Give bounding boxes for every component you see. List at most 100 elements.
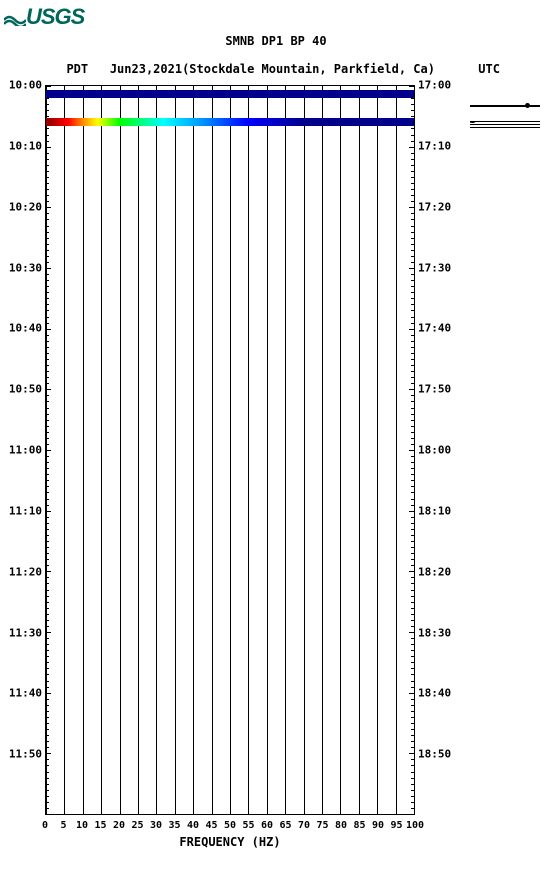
gridline-vertical — [267, 86, 268, 814]
minor-tick — [411, 141, 414, 142]
minor-tick — [46, 474, 49, 475]
gridline-vertical — [322, 86, 323, 814]
minor-tick — [411, 189, 414, 190]
minor-tick — [411, 541, 414, 542]
minor-tick — [46, 523, 49, 524]
minor-tick — [411, 335, 414, 336]
minor-tick — [411, 644, 414, 645]
minor-tick — [411, 244, 414, 245]
minor-tick — [411, 535, 414, 536]
minor-tick — [411, 577, 414, 578]
minor-tick — [46, 141, 49, 142]
minor-tick — [411, 614, 414, 615]
y-right-tick-label: 18:00 — [418, 444, 451, 457]
x-tick-label: 90 — [372, 820, 384, 831]
minor-tick — [46, 796, 49, 797]
minor-tick — [411, 177, 414, 178]
minor-tick — [411, 104, 414, 105]
x-tick-label: 55 — [242, 820, 254, 831]
minor-tick — [411, 98, 414, 99]
minor-tick — [46, 486, 49, 487]
minor-tick — [46, 656, 49, 657]
minor-tick — [46, 250, 49, 251]
plot-title: SMNB DP1 BP 40 — [0, 34, 552, 48]
x-tick-label: 20 — [113, 820, 125, 831]
minor-tick — [46, 802, 49, 803]
tick — [46, 207, 51, 208]
minor-tick — [411, 747, 414, 748]
minor-tick — [411, 705, 414, 706]
minor-tick — [46, 420, 49, 421]
minor-tick — [411, 347, 414, 348]
minor-tick — [46, 280, 49, 281]
minor-tick — [46, 583, 49, 584]
minor-tick — [411, 353, 414, 354]
minor-tick — [46, 244, 49, 245]
y-right-tick-label: 17:10 — [418, 139, 451, 152]
minor-tick — [46, 747, 49, 748]
x-tick-label: 100 — [406, 820, 424, 831]
y-left-tick-label: 10:40 — [9, 322, 42, 335]
minor-tick — [411, 262, 414, 263]
minor-tick — [46, 347, 49, 348]
minor-tick — [411, 687, 414, 688]
gridline-vertical — [212, 86, 213, 814]
minor-tick — [411, 553, 414, 554]
minor-tick — [46, 492, 49, 493]
minor-tick — [411, 596, 414, 597]
minor-tick — [46, 535, 49, 536]
minor-tick — [46, 772, 49, 773]
minor-tick — [411, 674, 414, 675]
minor-tick — [46, 310, 49, 311]
tick — [46, 571, 51, 572]
minor-tick — [411, 480, 414, 481]
tick — [409, 571, 414, 572]
minor-tick — [411, 523, 414, 524]
x-tick-label: 70 — [298, 820, 310, 831]
minor-tick — [411, 620, 414, 621]
y-right-tick-label: 17:30 — [418, 261, 451, 274]
y-right-tick-label: 18:50 — [418, 748, 451, 761]
minor-tick — [46, 292, 49, 293]
minor-tick — [411, 365, 414, 366]
minor-tick — [411, 802, 414, 803]
minor-tick — [46, 201, 49, 202]
tick — [46, 753, 51, 754]
tick — [409, 450, 414, 451]
y-right-tick-label: 17:40 — [418, 322, 451, 335]
minor-tick — [46, 153, 49, 154]
minor-tick — [46, 553, 49, 554]
y-right-tick-label: 18:20 — [418, 565, 451, 578]
tick — [46, 86, 51, 87]
minor-tick — [411, 304, 414, 305]
minor-tick — [411, 232, 414, 233]
legend-line-1 — [470, 105, 540, 107]
minor-tick — [46, 602, 49, 603]
minor-tick — [411, 492, 414, 493]
minor-tick — [46, 317, 49, 318]
y-left-tick-label: 10:50 — [9, 383, 42, 396]
minor-tick — [411, 668, 414, 669]
logo-text: USGS — [26, 4, 84, 29]
minor-tick — [411, 741, 414, 742]
minor-tick — [46, 274, 49, 275]
minor-tick — [411, 110, 414, 111]
x-tick-label: 10 — [76, 820, 88, 831]
minor-tick — [411, 444, 414, 445]
y-left-tick-label: 11:10 — [9, 504, 42, 517]
minor-tick — [46, 432, 49, 433]
minor-tick — [411, 662, 414, 663]
minor-tick — [411, 723, 414, 724]
minor-tick — [46, 638, 49, 639]
minor-tick — [46, 729, 49, 730]
minor-tick — [411, 681, 414, 682]
gridline-vertical — [138, 86, 139, 814]
minor-tick — [46, 808, 49, 809]
minor-tick — [411, 772, 414, 773]
minor-tick — [411, 711, 414, 712]
minor-tick — [46, 159, 49, 160]
minor-tick — [46, 365, 49, 366]
tick — [409, 329, 414, 330]
tick — [46, 329, 51, 330]
minor-tick — [46, 408, 49, 409]
